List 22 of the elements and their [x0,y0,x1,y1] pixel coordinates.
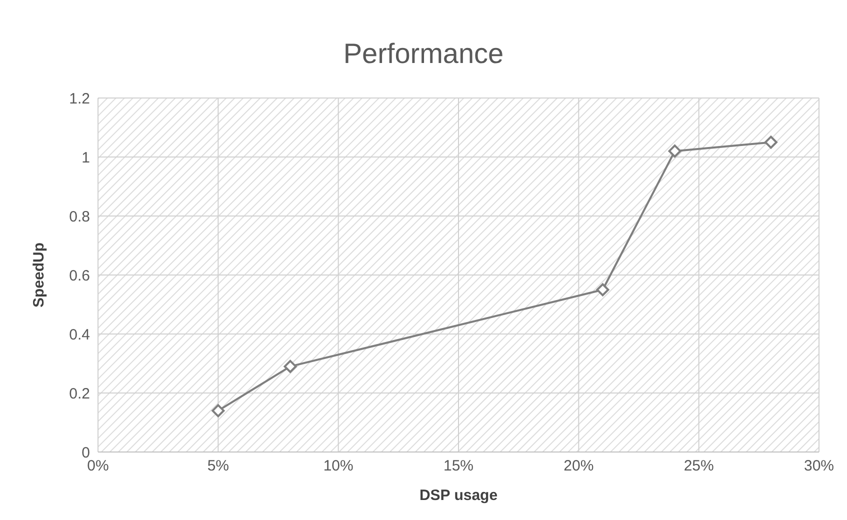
y-tick-label: 1.2 [69,90,90,108]
chart-title: Performance [342,37,505,71]
x-tick-label: 5% [207,458,230,475]
y-tick-label: 0 [82,444,90,462]
y-tick-label: 0.4 [69,326,90,344]
point [764,136,778,149]
x-tick-label: 30% [804,458,834,475]
x-tick-label: 15% [443,458,474,475]
y-tick-label: 0.2 [69,385,90,402]
x-tick-label: 10% [323,458,354,475]
y-tick-label: 1 [82,149,90,166]
point [596,283,610,296]
point [212,404,225,418]
y-tick-label: 0.6 [69,267,90,284]
point [284,360,297,373]
x-tick-label: 0% [87,458,109,475]
x-axis-title: DSP usage [419,487,498,504]
x-tick-label: 25% [684,458,714,475]
y-axis-title: SpeedUp [30,242,48,308]
x-tick-label: 20% [564,458,594,475]
point [668,144,682,158]
y-tick-label: 0.8 [69,208,90,226]
